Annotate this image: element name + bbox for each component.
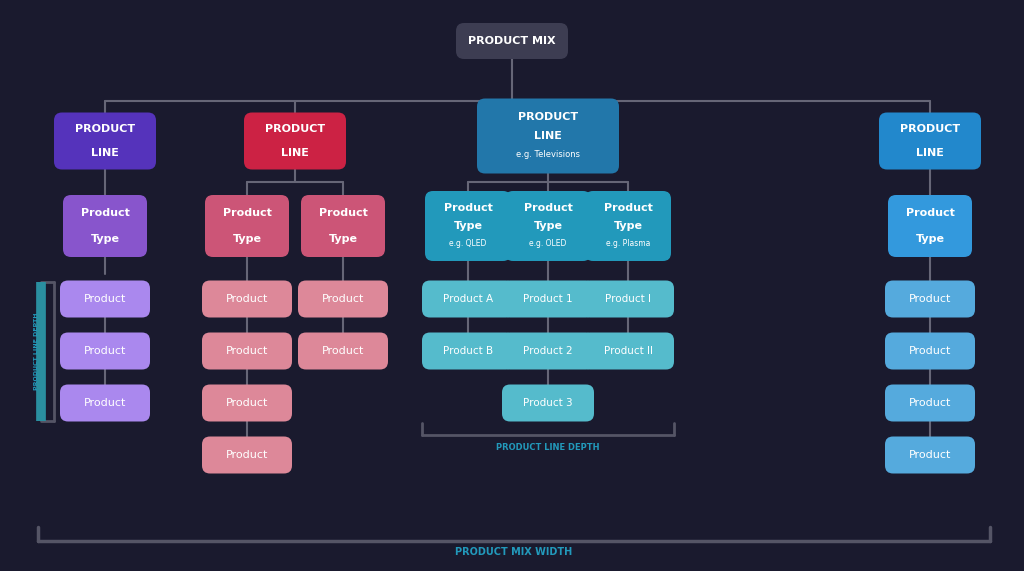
Text: Product: Product bbox=[318, 208, 368, 218]
FancyBboxPatch shape bbox=[585, 191, 671, 261]
Text: PRODUCT: PRODUCT bbox=[75, 124, 135, 134]
Text: PRODUCT MIX WIDTH: PRODUCT MIX WIDTH bbox=[456, 547, 572, 557]
Text: PRODUCT MIX: PRODUCT MIX bbox=[468, 36, 556, 46]
Text: Product: Product bbox=[226, 346, 268, 356]
Text: PRODUCT: PRODUCT bbox=[518, 112, 579, 122]
FancyBboxPatch shape bbox=[885, 436, 975, 473]
Text: Product II: Product II bbox=[603, 346, 652, 356]
Text: PRODUCT LINE DEPTH: PRODUCT LINE DEPTH bbox=[34, 312, 39, 390]
FancyBboxPatch shape bbox=[582, 280, 674, 317]
Text: Product 3: Product 3 bbox=[523, 398, 572, 408]
Text: Type: Type bbox=[329, 234, 357, 244]
Text: Product: Product bbox=[226, 398, 268, 408]
FancyBboxPatch shape bbox=[244, 112, 346, 170]
FancyBboxPatch shape bbox=[202, 332, 292, 369]
FancyBboxPatch shape bbox=[879, 112, 981, 170]
Text: LINE: LINE bbox=[281, 148, 309, 158]
Text: LINE: LINE bbox=[535, 131, 562, 141]
Text: Type: Type bbox=[613, 221, 642, 231]
FancyBboxPatch shape bbox=[60, 384, 150, 421]
Text: Product: Product bbox=[909, 294, 951, 304]
Text: Type: Type bbox=[90, 234, 120, 244]
FancyBboxPatch shape bbox=[888, 195, 972, 257]
FancyBboxPatch shape bbox=[54, 112, 156, 170]
Text: e.g. OLED: e.g. OLED bbox=[529, 239, 566, 248]
Text: LINE: LINE bbox=[916, 148, 944, 158]
Text: Product B: Product B bbox=[443, 346, 494, 356]
FancyBboxPatch shape bbox=[301, 195, 385, 257]
FancyBboxPatch shape bbox=[456, 23, 568, 59]
Text: Product: Product bbox=[603, 203, 652, 214]
FancyBboxPatch shape bbox=[505, 191, 591, 261]
FancyBboxPatch shape bbox=[425, 191, 511, 261]
Text: Product: Product bbox=[84, 294, 126, 304]
Text: Product A: Product A bbox=[443, 294, 494, 304]
Text: Product: Product bbox=[905, 208, 954, 218]
Text: Type: Type bbox=[915, 234, 944, 244]
Text: Product: Product bbox=[909, 346, 951, 356]
Text: Product I: Product I bbox=[605, 294, 651, 304]
FancyBboxPatch shape bbox=[422, 332, 514, 369]
FancyBboxPatch shape bbox=[205, 195, 289, 257]
Text: Product: Product bbox=[909, 398, 951, 408]
FancyBboxPatch shape bbox=[582, 332, 674, 369]
Text: Product: Product bbox=[84, 346, 126, 356]
Text: Product: Product bbox=[226, 450, 268, 460]
FancyBboxPatch shape bbox=[885, 332, 975, 369]
FancyBboxPatch shape bbox=[502, 332, 594, 369]
Text: Type: Type bbox=[534, 221, 562, 231]
Text: LINE: LINE bbox=[91, 148, 119, 158]
Text: Product: Product bbox=[81, 208, 129, 218]
Text: e.g. Televisions: e.g. Televisions bbox=[516, 151, 580, 159]
FancyBboxPatch shape bbox=[60, 280, 150, 317]
Text: Type: Type bbox=[232, 234, 261, 244]
Text: Product: Product bbox=[222, 208, 271, 218]
Text: PRODUCT LINE DEPTH: PRODUCT LINE DEPTH bbox=[497, 443, 600, 452]
FancyBboxPatch shape bbox=[502, 280, 594, 317]
Text: e.g. Plasma: e.g. Plasma bbox=[606, 239, 650, 248]
FancyBboxPatch shape bbox=[63, 195, 147, 257]
Text: PRODUCT: PRODUCT bbox=[265, 124, 325, 134]
Text: Product: Product bbox=[322, 294, 365, 304]
Text: Product: Product bbox=[443, 203, 493, 214]
FancyBboxPatch shape bbox=[477, 99, 618, 174]
FancyBboxPatch shape bbox=[422, 280, 514, 317]
FancyBboxPatch shape bbox=[202, 436, 292, 473]
FancyBboxPatch shape bbox=[202, 280, 292, 317]
FancyBboxPatch shape bbox=[202, 384, 292, 421]
FancyBboxPatch shape bbox=[502, 384, 594, 421]
Text: Product: Product bbox=[84, 398, 126, 408]
Text: PRODUCT: PRODUCT bbox=[900, 124, 961, 134]
Text: Product: Product bbox=[909, 450, 951, 460]
Text: Product: Product bbox=[226, 294, 268, 304]
Text: Product: Product bbox=[523, 203, 572, 214]
Text: Type: Type bbox=[454, 221, 482, 231]
FancyBboxPatch shape bbox=[885, 384, 975, 421]
FancyBboxPatch shape bbox=[60, 332, 150, 369]
Text: Product 1: Product 1 bbox=[523, 294, 572, 304]
Text: Product 2: Product 2 bbox=[523, 346, 572, 356]
Text: Product: Product bbox=[322, 346, 365, 356]
FancyBboxPatch shape bbox=[298, 332, 388, 369]
Text: e.g. QLED: e.g. QLED bbox=[450, 239, 486, 248]
FancyBboxPatch shape bbox=[298, 280, 388, 317]
FancyBboxPatch shape bbox=[885, 280, 975, 317]
